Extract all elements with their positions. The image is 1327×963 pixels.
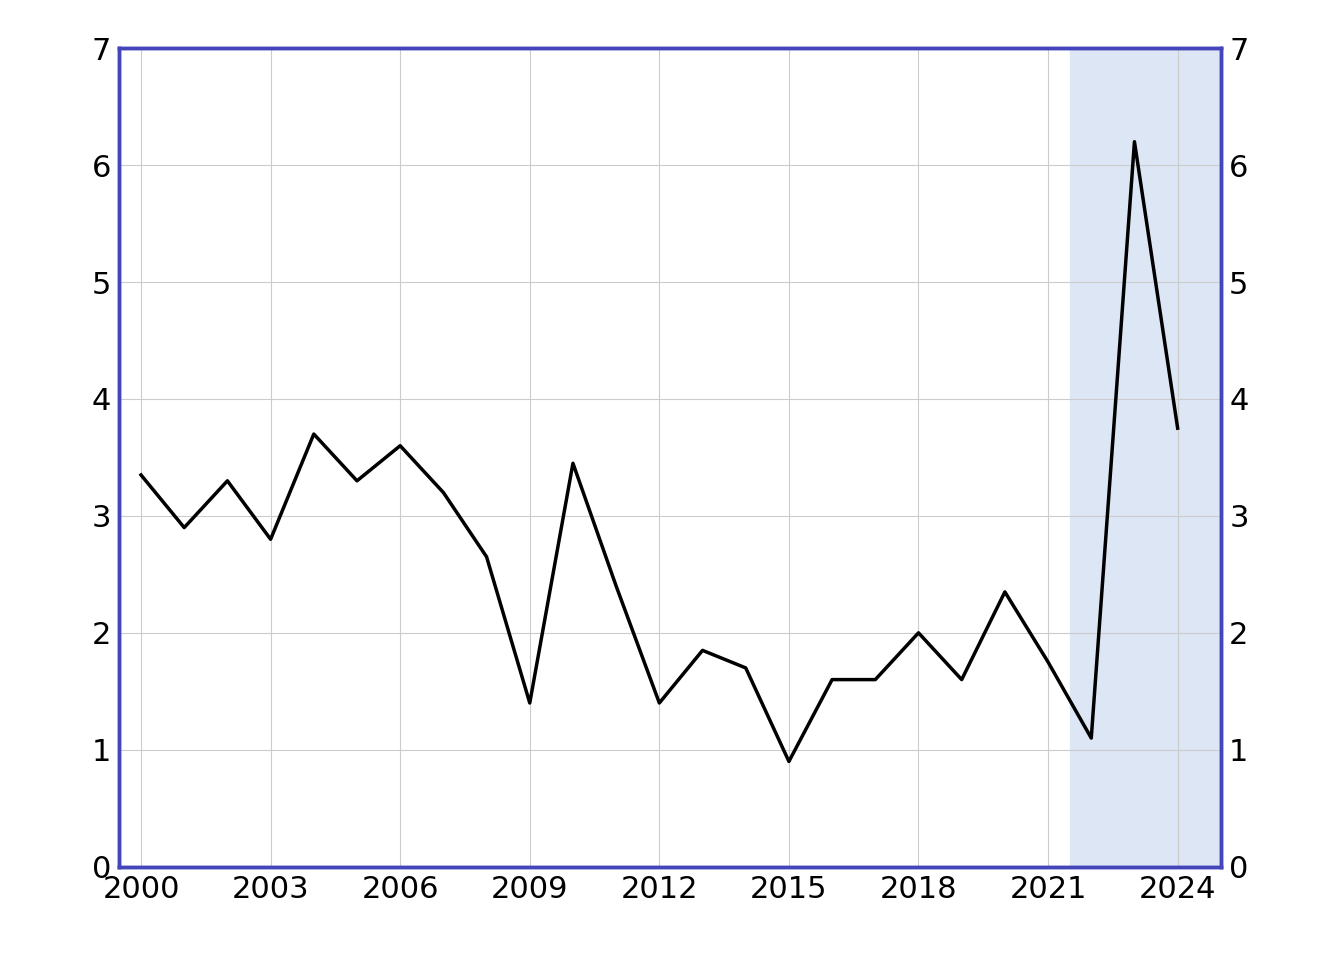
Bar (1070, 48, 1221, 867)
